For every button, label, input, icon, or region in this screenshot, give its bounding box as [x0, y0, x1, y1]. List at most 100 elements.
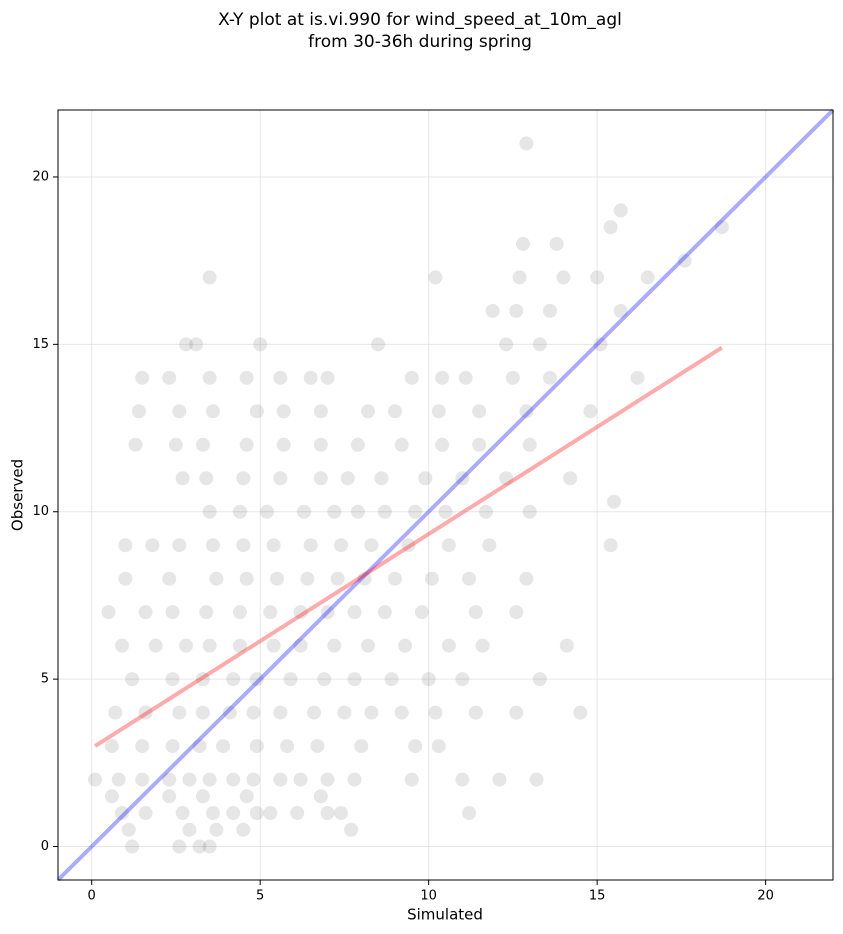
point [387, 404, 402, 419]
point [485, 303, 500, 318]
point [613, 303, 628, 318]
y-tick-label: 20 [32, 169, 49, 184]
point [226, 806, 241, 821]
point [337, 705, 352, 720]
point [404, 772, 419, 787]
point [179, 638, 194, 653]
point [475, 638, 490, 653]
point [226, 672, 241, 687]
point [516, 236, 530, 251]
point [121, 822, 136, 837]
point [283, 672, 298, 687]
point [377, 605, 392, 620]
point [408, 739, 423, 754]
point [462, 571, 477, 586]
point [108, 705, 123, 720]
point [172, 705, 187, 720]
point [428, 270, 443, 285]
y-tick-label: 10 [32, 504, 49, 519]
point [468, 705, 483, 720]
point [556, 270, 571, 285]
point [148, 638, 163, 653]
point [398, 638, 413, 653]
point [263, 605, 278, 620]
point [206, 404, 220, 419]
point [202, 270, 217, 285]
point [115, 806, 130, 821]
point [593, 337, 608, 352]
point [266, 538, 281, 553]
point [239, 571, 254, 586]
point [384, 672, 399, 687]
point [542, 303, 557, 318]
point [195, 437, 210, 452]
point [334, 538, 349, 553]
point [249, 739, 264, 754]
point [293, 638, 308, 653]
point [542, 370, 557, 385]
point [357, 571, 372, 586]
point [300, 571, 315, 586]
point [613, 203, 628, 218]
point [414, 605, 429, 620]
point [125, 839, 140, 854]
point [435, 370, 450, 385]
point [320, 772, 335, 787]
point [232, 605, 247, 620]
point [195, 672, 210, 687]
point [583, 404, 598, 419]
point [428, 705, 443, 720]
point [313, 471, 328, 486]
point [293, 605, 308, 620]
point [371, 337, 386, 352]
point [387, 571, 402, 586]
point [253, 337, 268, 352]
point [320, 806, 335, 821]
point [270, 571, 285, 586]
point [603, 538, 618, 553]
point [239, 437, 254, 452]
point [296, 504, 311, 519]
point [441, 638, 456, 653]
point [236, 471, 251, 486]
point [350, 504, 365, 519]
point [209, 571, 224, 586]
point [138, 605, 153, 620]
point [202, 504, 217, 519]
point [175, 806, 190, 821]
point [499, 471, 514, 486]
point [189, 337, 204, 352]
point [361, 404, 375, 419]
x-tick-label: 0 [88, 889, 96, 904]
point [519, 571, 534, 586]
point [246, 772, 261, 787]
point [418, 471, 433, 486]
point [172, 404, 187, 419]
point [512, 270, 527, 285]
point [104, 739, 119, 754]
point [138, 806, 153, 821]
point [394, 705, 409, 720]
point [421, 672, 436, 687]
point [603, 220, 618, 235]
point [630, 370, 645, 385]
point [290, 806, 305, 821]
point [266, 638, 281, 653]
point [310, 739, 325, 754]
point [563, 471, 578, 486]
point [222, 705, 237, 720]
point [199, 471, 214, 486]
point [165, 672, 180, 687]
point [330, 571, 345, 586]
point [135, 772, 150, 787]
point [195, 789, 210, 804]
point [320, 605, 335, 620]
point [175, 471, 190, 486]
point [394, 437, 409, 452]
point [263, 806, 278, 821]
point [313, 404, 328, 419]
point [361, 638, 375, 653]
point [303, 370, 318, 385]
point [377, 504, 392, 519]
